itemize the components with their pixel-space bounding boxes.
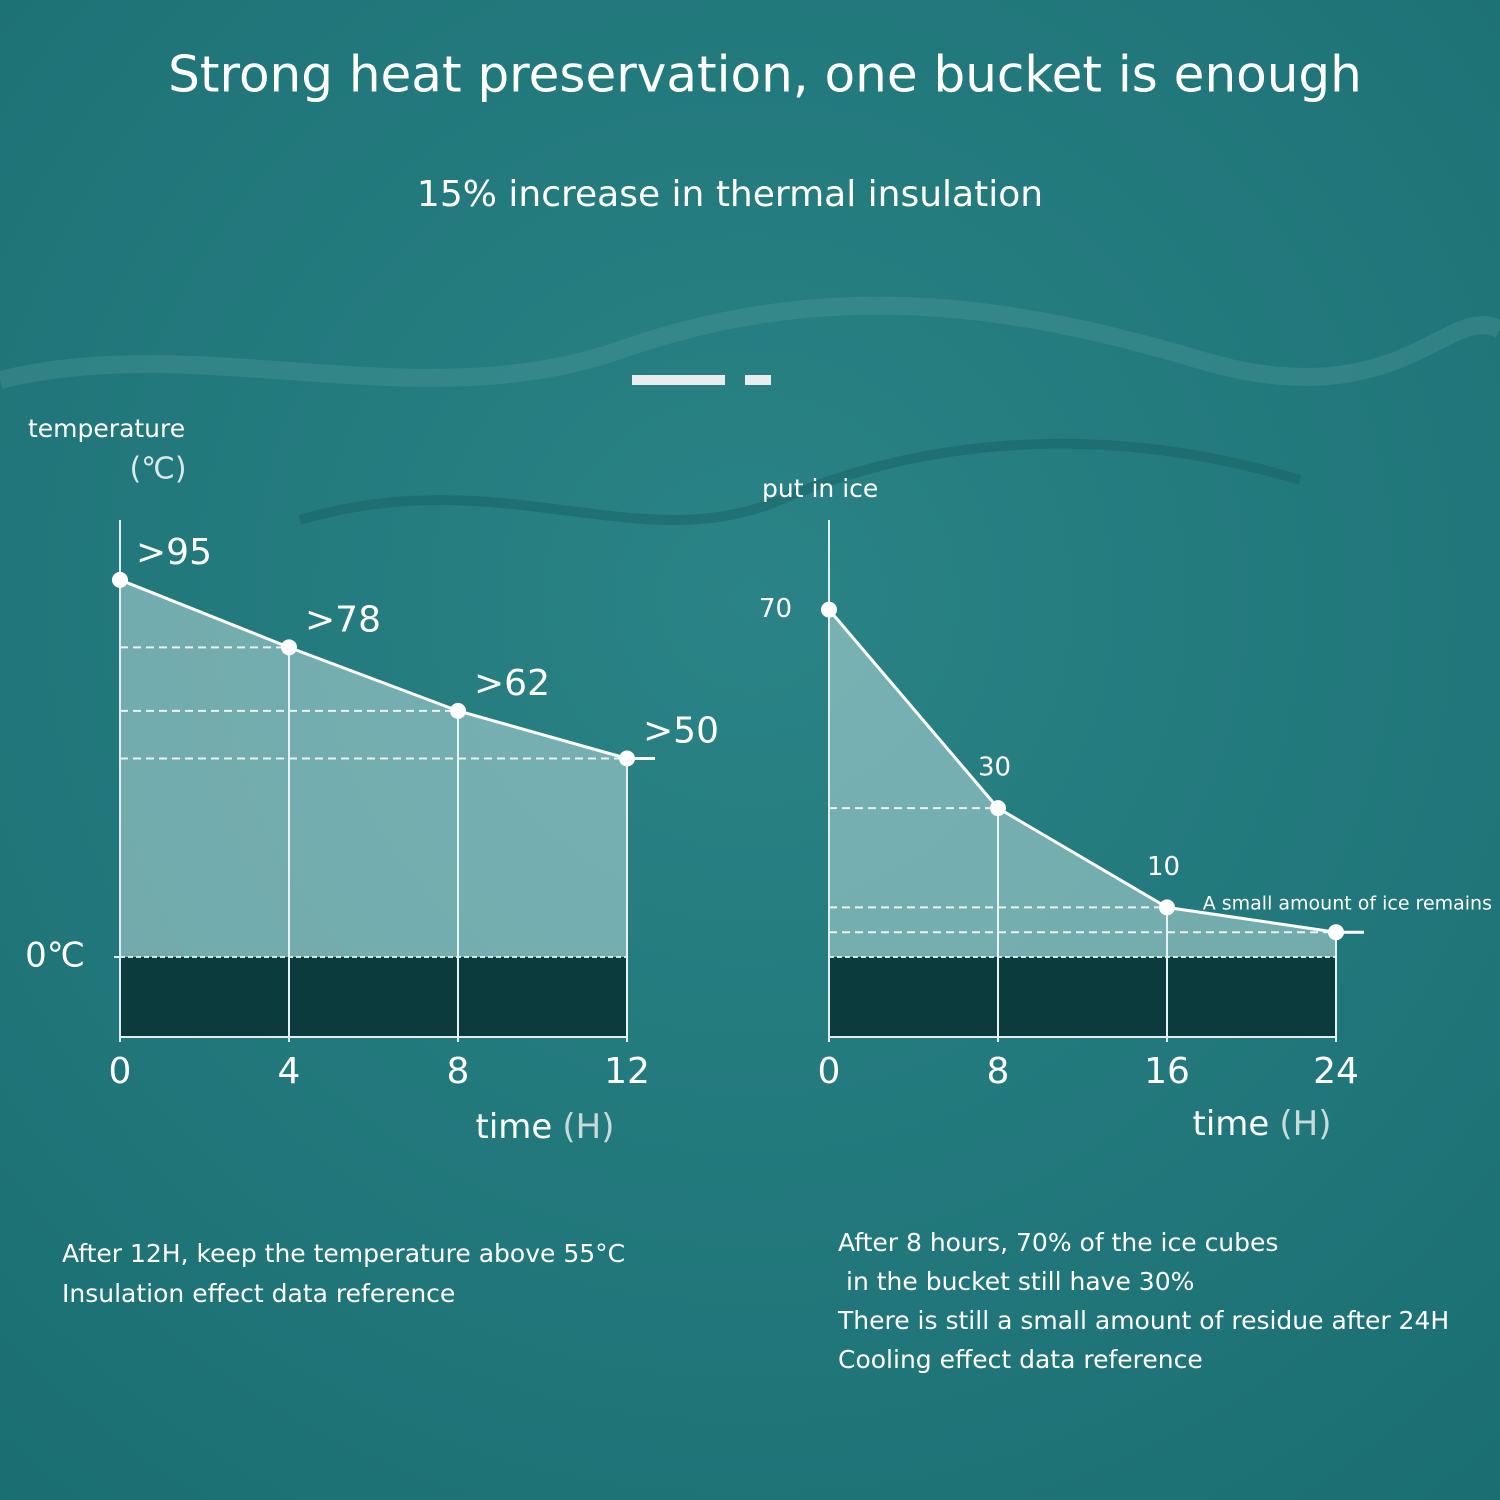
- point: [450, 702, 466, 719]
- area: [829, 609, 1336, 957]
- value-label: 70: [759, 594, 792, 624]
- value-label: >62: [474, 663, 550, 704]
- x-tick-label: 16: [1144, 1051, 1190, 1092]
- x-tick-label: 4: [278, 1051, 301, 1092]
- page-title: Strong heat preservation, one bucket is …: [168, 46, 1362, 104]
- note: After 8 hours, 70% of the ice cubes: [838, 1228, 1278, 1257]
- point: [112, 571, 128, 588]
- value-label: >78: [305, 599, 381, 640]
- page-subtitle: 15% increase in thermal insulation: [417, 174, 1043, 215]
- x-tick-label: 12: [604, 1051, 650, 1092]
- x-axis-label: time (H): [1193, 1104, 1332, 1144]
- point: [1328, 924, 1344, 941]
- note: Cooling effect data reference: [838, 1345, 1203, 1374]
- point: [619, 750, 635, 767]
- divider: [632, 375, 725, 385]
- y-axis-unit: (℃): [129, 452, 186, 487]
- x-tick-label: 24: [1313, 1051, 1359, 1092]
- y-tick-label: 0℃: [25, 936, 85, 976]
- area: [120, 579, 627, 957]
- point: [821, 601, 837, 618]
- x-tick-label: 0: [818, 1051, 841, 1092]
- point: [1159, 899, 1175, 916]
- point: [990, 800, 1006, 817]
- value-label: >95: [136, 532, 212, 573]
- note: Insulation effect data reference: [62, 1279, 455, 1308]
- base-band: [829, 957, 1336, 1037]
- x-tick-label: 0: [109, 1051, 132, 1092]
- marble-vein: [298, 438, 1302, 525]
- y-axis-label: put in ice: [762, 474, 878, 503]
- x-axis-label-text: time: [1193, 1104, 1270, 1144]
- x-axis-unit: (H): [562, 1107, 614, 1147]
- note: in the bucket still have 30%: [846, 1267, 1194, 1296]
- base-band: [120, 957, 627, 1037]
- y-axis-label: temperature: [28, 414, 185, 443]
- value-label: 10: [1147, 852, 1180, 882]
- note: There is still a small amount of residue…: [837, 1306, 1449, 1335]
- point: [281, 639, 297, 656]
- x-tick-label: 8: [447, 1051, 470, 1092]
- annotation: A small amount of ice remains: [1203, 893, 1492, 915]
- x-axis-unit: (H): [1279, 1104, 1331, 1144]
- marble-vein: [0, 296, 1500, 389]
- x-tick-label: 8: [987, 1051, 1010, 1092]
- x-axis-label: time (H): [476, 1107, 615, 1147]
- divider: [745, 375, 771, 385]
- value-label: >50: [643, 711, 719, 752]
- value-label: 30: [978, 753, 1011, 783]
- note: After 12H, keep the temperature above 55…: [62, 1239, 625, 1268]
- x-axis-label-text: time: [476, 1107, 553, 1147]
